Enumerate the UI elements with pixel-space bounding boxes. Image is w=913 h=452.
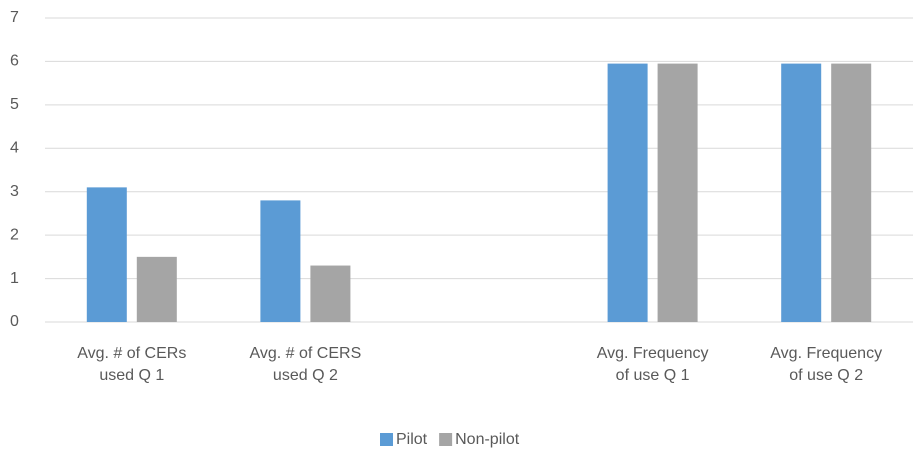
bar [781, 63, 822, 322]
y-tick-label: 2 [10, 226, 19, 243]
y-tick-label: 7 [10, 9, 19, 26]
y-tick-label: 0 [10, 313, 19, 330]
bar [831, 63, 872, 322]
y-tick-label: 6 [10, 53, 19, 70]
legend-label: Non-pilot [455, 431, 520, 448]
y-tick-label: 5 [10, 96, 19, 113]
x-tick-label: Avg. # of CERS used Q 2 [249, 345, 362, 384]
y-tick-label: 3 [10, 183, 19, 200]
legend-label: Pilot [396, 431, 428, 448]
bar [136, 256, 177, 322]
y-tick-label: 4 [10, 140, 19, 157]
bar [260, 200, 301, 322]
bar [607, 63, 648, 322]
x-tick-label: Avg. Frequency of use Q 2 [770, 345, 883, 384]
y-tick-label: 1 [10, 270, 19, 287]
legend-swatch [439, 433, 453, 446]
legend-swatch [380, 433, 393, 446]
x-tick-label: Avg. Frequency of use Q 1 [596, 345, 709, 384]
x-tick-label: Avg. # of CERs used Q 1 [77, 345, 187, 384]
bar [86, 187, 127, 322]
bar [657, 63, 698, 322]
bar [310, 265, 351, 322]
